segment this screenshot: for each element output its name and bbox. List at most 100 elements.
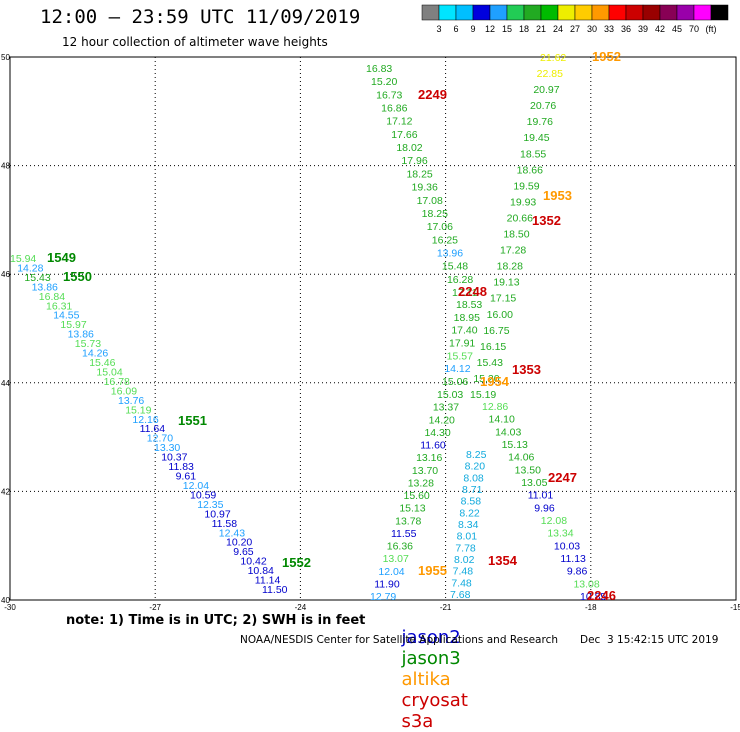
pass-number-label: 1354	[488, 553, 518, 568]
pass-number-label: 2249	[418, 87, 447, 102]
track2-value: 17.66	[391, 129, 417, 141]
x-tick-label: -21	[440, 603, 452, 612]
track2-value: 17.40	[451, 325, 477, 337]
track2-value: 17.96	[401, 155, 427, 167]
track2-value: 17.06	[427, 221, 453, 233]
x-tick-label: -30	[4, 603, 16, 612]
track1-value: 10.37	[161, 452, 187, 464]
track2-value: 14.20	[429, 414, 455, 426]
track2-value: 16.83	[366, 63, 392, 75]
legend-jason3: jason3	[401, 648, 461, 669]
track3-value: 19.45	[523, 132, 549, 144]
track2-value: 13.16	[416, 452, 442, 464]
track3-value: 20.66	[507, 212, 533, 224]
pass-number-label: 1353	[512, 362, 541, 377]
colorbar-label: (ft)	[706, 24, 717, 34]
track2-value: 13.28	[408, 477, 434, 489]
track1-value: 12.04	[183, 480, 209, 492]
track2-value: 12.79	[370, 591, 396, 603]
track2-value: 16.28	[447, 274, 473, 286]
track1-value: 12.16	[132, 414, 158, 426]
track2-value: 15.13	[399, 503, 425, 515]
track2-value: 11.55	[391, 528, 417, 540]
track2-value: 18.95	[454, 312, 480, 324]
track3-value: 15.20	[473, 373, 499, 385]
track1-value: 16.09	[111, 385, 137, 397]
track4-value: 8.22	[459, 507, 480, 519]
track2-value: 16.86	[381, 103, 407, 115]
track1-value: 11.83	[168, 461, 194, 473]
track3-value: 16.15	[480, 341, 506, 353]
legend-jason2: jason2	[401, 627, 461, 648]
track1-value: 16.84	[39, 291, 65, 303]
pass-number-label: 1352	[532, 213, 561, 228]
track2-value: 13.37	[433, 402, 459, 414]
track3-value: 11.13	[560, 553, 586, 565]
track3-value: 18.66	[517, 164, 543, 176]
track2-value: 16.73	[376, 89, 402, 101]
track3-value: 16.75	[483, 325, 509, 337]
track1-value: 12.35	[197, 499, 223, 511]
track3-value: 16.00	[487, 309, 513, 321]
track1-value: 14.28	[17, 262, 43, 274]
colorbar-label: 12	[485, 24, 495, 34]
track1-value: 15.73	[75, 338, 101, 350]
pass-number-label: 1954	[480, 374, 510, 389]
pass-number-label: 1549	[47, 250, 76, 265]
track1-value: 13.76	[118, 395, 144, 407]
track1-value: 13.86	[68, 329, 94, 341]
track3-value: 10.03	[554, 540, 580, 552]
colorbar-legend: 3 6 9 12 15 18 21 24 27 30 33 36 39 42 45 70 (ft)	[421, 4, 729, 34]
track2-value: 17.91	[449, 338, 475, 350]
track2-value: 19.36	[412, 182, 438, 194]
page-title: 12:00 – 23:59 UTC 11/09/2019	[40, 6, 361, 28]
track2-value: 15.57	[447, 350, 473, 362]
track1-value: 14.55	[53, 310, 79, 322]
y-tick-label: 50	[1, 53, 10, 62]
colorbar-label: 27	[570, 24, 580, 34]
track4-value: 8.71	[462, 484, 483, 496]
y-tick-label: 46	[1, 270, 10, 279]
date-stamp: Dec 3 15:42:15 UTC 2019	[580, 634, 719, 646]
x-tick-label: -15	[730, 603, 740, 612]
map-frame	[9, 56, 737, 601]
track2-value: 18.02	[396, 142, 422, 154]
x-tick-label: -24	[295, 603, 307, 612]
track4-value: 8.08	[463, 472, 484, 484]
track1-value: 12.70	[147, 433, 173, 445]
track2-value: 14.30	[424, 427, 450, 439]
y-tick-label: 42	[1, 487, 10, 496]
track3-value: 17.15	[490, 293, 516, 305]
track3-value: 13.05	[521, 477, 547, 489]
track2-value: 13.70	[412, 465, 438, 477]
track2-value: 17.12	[386, 116, 412, 128]
y-tick-label: 40	[1, 596, 10, 605]
track2-value: 17.11	[452, 287, 478, 299]
track3-value: 10.85	[580, 591, 606, 603]
track3-value: 18.28	[497, 261, 523, 273]
track1-value: 15.43	[24, 272, 50, 284]
track2-value: 16.36	[387, 541, 413, 553]
pass-number-label: 1955	[418, 563, 447, 578]
track1-value: 11.64	[140, 423, 166, 435]
track1-value: 15.04	[96, 366, 122, 378]
track3-value: 18.50	[503, 229, 529, 241]
colorbar-label: 24	[553, 24, 563, 34]
colorbar-label: 45	[672, 24, 682, 34]
track2-value: 18.25	[406, 168, 432, 180]
track1-value: 10.20	[226, 537, 252, 549]
colorbar-label: 42	[655, 24, 665, 34]
track3-value: 19.13	[493, 277, 519, 289]
x-tick-label: -27	[149, 603, 161, 612]
colorbar-label: 6	[453, 24, 458, 34]
y-tick-label: 48	[1, 162, 10, 171]
track2-value: 14.12	[444, 363, 470, 375]
subtitle: 12 hour collection of altimeter wave hei…	[62, 35, 328, 49]
pass-number-label: 1550	[63, 269, 92, 284]
track4-value: 8.01	[457, 531, 478, 543]
track1-value: 10.59	[190, 489, 216, 501]
track3-value: 12.86	[482, 401, 508, 413]
track2-value: 15.20	[371, 76, 397, 88]
track1-value: 13.30	[154, 442, 180, 454]
track1-value: 15.46	[89, 357, 115, 369]
